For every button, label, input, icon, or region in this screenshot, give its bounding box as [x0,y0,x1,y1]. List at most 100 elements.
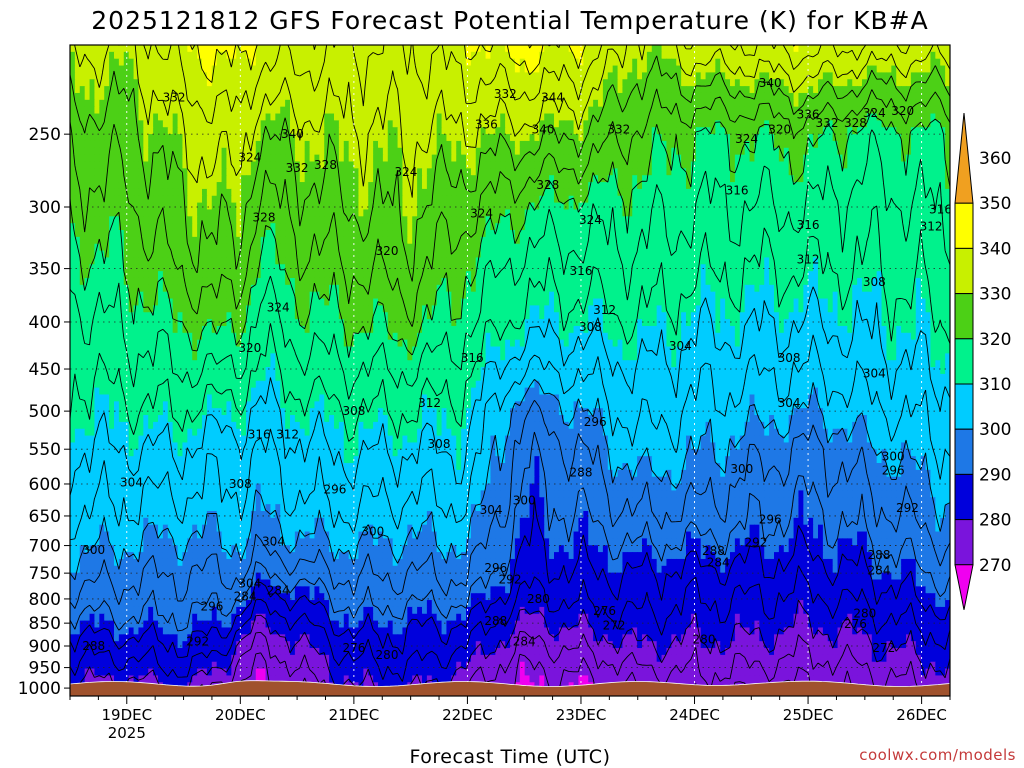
theta-cell [822,147,829,156]
theta-cell [197,127,203,135]
theta-cell [910,188,917,197]
theta-cell [514,216,521,224]
theta-cell [319,154,325,163]
theta-cell [392,72,399,80]
theta-cell [392,223,399,231]
theta-cell [681,230,687,238]
theta-cell [578,147,584,156]
theta-cell [162,72,169,80]
theta-cell [852,161,858,169]
theta-cell [172,65,179,74]
theta-cell [241,161,247,169]
theta-cell [808,79,814,87]
theta-cell [353,154,360,163]
theta-cell [99,202,105,211]
theta-cell [788,106,795,115]
theta-cell [754,92,760,101]
theta-cell [920,106,927,115]
theta-cell [368,188,374,197]
theta-cell [847,79,853,87]
theta-cell [583,113,589,121]
theta-cell [304,147,311,156]
theta-cell [397,45,404,53]
theta-cell [128,223,135,231]
theta-cell [549,86,555,94]
theta-cell [886,120,892,128]
theta-cell [710,147,716,156]
theta-cell [485,51,492,60]
theta-cell [793,92,800,101]
theta-cell [294,175,301,183]
theta-cell [241,127,247,135]
theta-cell [759,58,765,67]
theta-cell [299,113,306,121]
theta-cell [456,216,462,224]
theta-cell [260,58,267,67]
theta-cell [94,134,100,142]
theta-cell [162,86,169,94]
theta-cell [778,202,785,211]
theta-cell [720,127,726,135]
theta-cell [123,195,130,204]
theta-cell [314,209,320,217]
theta-cell [480,216,487,224]
theta-cell [510,175,516,183]
theta-cell [133,230,140,238]
theta-cell [739,92,746,101]
theta-cell [172,92,179,101]
theta-cell [896,182,902,190]
theta-cell [158,216,164,224]
theta-cell [314,154,320,163]
theta-cell [334,209,340,217]
theta-cell [539,58,545,67]
theta-cell [539,120,545,128]
theta-cell [700,140,707,149]
theta-cell [632,92,638,101]
theta-cell [534,106,540,115]
theta-cell [387,99,394,108]
theta-cell [290,92,296,101]
theta-cell [231,223,237,231]
theta-cell [876,45,883,53]
theta-cell [774,127,780,135]
theta-cell [172,182,179,190]
theta-cell [764,79,770,87]
theta-cell [70,58,76,67]
theta-cell [104,147,110,156]
theta-cell [896,58,902,67]
theta-cell [133,106,140,115]
theta-cell [788,127,795,135]
theta-cell [862,79,868,87]
theta-cell [832,58,839,67]
theta-cell [524,86,531,94]
theta-cell [573,127,580,135]
theta-cell [265,65,272,74]
theta-cell [216,161,223,169]
theta-cell [397,134,404,142]
theta-cell [690,195,697,204]
theta-cell [671,58,677,67]
theta-cell [236,120,242,128]
theta-cell [544,51,550,60]
theta-cell [734,188,741,197]
theta-cell [485,202,492,211]
theta-cell [158,127,164,135]
theta-cell [769,182,775,190]
theta-cell [793,209,800,217]
theta-cell [642,175,648,183]
theta-cell [250,168,257,176]
theta-cell [143,86,149,94]
theta-cell [690,106,697,115]
theta-cell [827,188,834,197]
theta-cell [470,120,477,128]
theta-cell [309,72,316,80]
theta-cell [519,127,526,135]
theta-cell [940,202,946,211]
theta-cell [353,79,360,87]
theta-cell [710,175,716,183]
theta-cell [803,92,809,101]
theta-cell [475,202,482,211]
theta-cell [192,79,198,87]
theta-cell [602,106,609,115]
theta-cell [461,188,467,197]
